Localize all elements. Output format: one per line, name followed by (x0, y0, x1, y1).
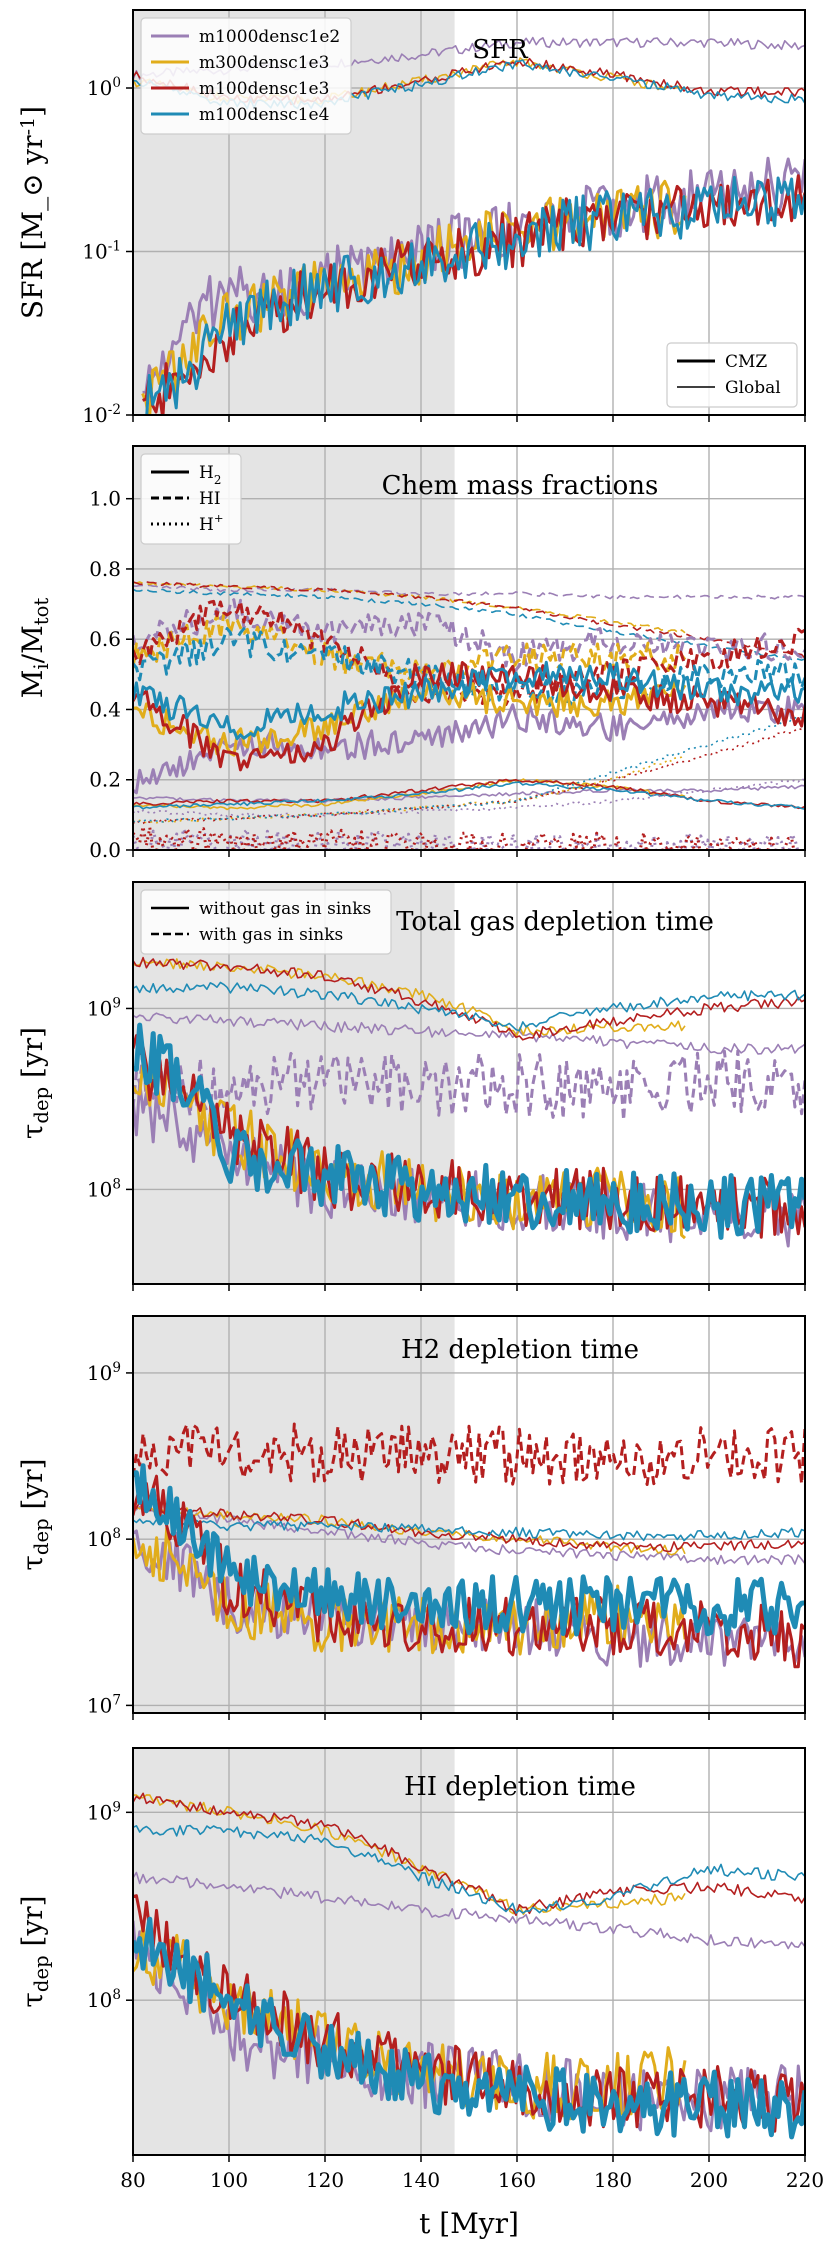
y-tick-label: 0.8 (89, 557, 121, 581)
series-m100densc1e3-Global (133, 1792, 805, 1916)
legend-label: CMZ (725, 352, 767, 372)
legend-label: m1000densc1e2 (199, 27, 340, 47)
y-tick-label: 0.0 (89, 838, 121, 862)
axes-frame (132, 881, 806, 1285)
legend-label: m100densc1e4 (199, 105, 329, 125)
series-m100densc1e4-Global-H2 (133, 781, 805, 810)
y-tick-label: 100​ (87, 75, 121, 100)
legend-label: Global (725, 378, 781, 398)
y-axis-label: τdep​ [yr] (16, 1895, 53, 2007)
panel-title: SFR (472, 35, 529, 65)
series-m1000densc1e2-Global-H2 (133, 784, 805, 804)
panel-tdep_h2: 107​ 108​ 109​ H2 depletion time τdep​ [yr] (16, 1315, 806, 1720)
y-tick-label: 10-2​ (82, 402, 121, 427)
y-tick-label: 0.2 (89, 768, 121, 792)
x-tick-label: 200 (690, 2168, 728, 2192)
axes-frame (132, 1315, 806, 1714)
series-m300densc1e3-CMZ-without-gas-in-sinks (133, 1526, 687, 1656)
panel-title: HI depletion time (404, 1772, 636, 1802)
series-m100densc1e4-CMZ-H2 (133, 660, 805, 741)
y-tick-label: 107​ (87, 1692, 121, 1717)
axes-frame (132, 1747, 806, 2156)
series-m100densc1e3-CMZ-with-gas-in-sinks (133, 1422, 805, 1486)
series-m1000densc1e2-CMZ-H2 (133, 695, 805, 795)
y-tick-label: 108​ (87, 1526, 121, 1551)
legend-label: m100densc1e3 (199, 79, 329, 99)
series-m1000densc1e2-Global-without-gas-in-sinks (133, 1012, 805, 1055)
x-tick-label: 220 (786, 2168, 824, 2192)
series-m100densc1e4-Global-HI (133, 588, 805, 661)
y-tick-label: 109​ (87, 1799, 121, 1824)
series-m1000densc1e2-Global-HI (133, 584, 805, 600)
y-axis-label: τdep​ [yr] (16, 1027, 53, 1139)
y-axis-label: τdep​ [yr] (16, 1458, 53, 1570)
panel-tdep_total: 108​ 109​ Total gas depletion time τdep​ [y… (16, 881, 806, 1291)
y-tick-label: 10-1​ (82, 239, 121, 264)
legend: H2​HIH+​ (140, 453, 242, 545)
panel-title: Total gas depletion time (396, 907, 714, 937)
panel-chem: 0.0 0.2 0.4 0.6 0.8 1.0 Chem mass fractions Mi​… (16, 445, 806, 862)
series-m1000densc1e2-CMZ-HI (133, 598, 805, 672)
series-m1000densc1e2-Global (133, 1505, 805, 1566)
series-m100densc1e4-Global (133, 1516, 805, 1542)
series-m100densc1e4-CMZ-without-gas-in-sinks (133, 1022, 805, 1240)
series-m300densc1e3-Global-HI (133, 581, 686, 634)
series-m100densc1e4-CMZ-HI (133, 627, 805, 708)
panel-tdep_hi: 108​ 109​ HI depletion time τdep​ [yr] 80 100… (16, 1747, 824, 2240)
series-m100densc1e4-CMZ (145, 175, 805, 415)
x-tick-label: 180 (594, 2168, 632, 2192)
x-tick-label: 120 (306, 2168, 344, 2192)
y-axis-label: Mi​/Mtot​ (16, 598, 53, 699)
legend-label: H+​ (199, 511, 224, 535)
x-tick-label: 80 (120, 2168, 145, 2192)
y-tick-label: 0.4 (89, 697, 121, 721)
series-m100densc1e3-Global-without-gas-in-sinks (133, 956, 805, 1041)
y-axis-label: SFR [M_⊙ yr-1​] (16, 106, 49, 319)
panel-sfr: 10-2​ 10-1​ 100​ SFR SFR [M_⊙ yr-1​] m1000den… (16, 9, 806, 427)
axes-frame (132, 9, 806, 416)
legend-label: H2​ (199, 463, 221, 487)
y-tick-label: 109​ (87, 1360, 121, 1385)
series-m100densc1e4-Global-without-gas-in-sinks (133, 981, 805, 1032)
panel-title: Chem mass fractions (382, 471, 659, 501)
series-m100densc1e4-CMZ (133, 1916, 805, 2140)
series-m300densc1e3-Global (133, 1794, 686, 1916)
panel-title: H2 depletion time (401, 1335, 639, 1365)
series-m1000densc1e2-CMZ-with-gas-in-sinks (133, 1048, 805, 1122)
legend: without gas in sinks with gas in sinks (140, 889, 392, 955)
legend-label: without gas in sinks (199, 899, 371, 919)
legend: m1000densc1e2 m300densc1e3 m100densc1e3 m10… (140, 17, 352, 135)
legend-label: with gas in sinks (199, 925, 343, 945)
x-axis-label: t [Myr] (419, 2207, 519, 2240)
series-m100densc1e4-Global (133, 1824, 805, 1914)
axes-frame (132, 445, 806, 851)
y-tick-label: 108​ (87, 1176, 121, 1201)
legend: CMZ Global (666, 342, 798, 408)
x-tick-label: 140 (402, 2168, 440, 2192)
y-tick-label: 1.0 (89, 487, 121, 511)
series-m1000densc1e2-CMZ (133, 1920, 805, 2133)
y-tick-label: 108​ (87, 1987, 121, 2012)
series-m100densc1e4-CMZ-without-gas-in-sinks (133, 1463, 805, 1637)
y-tick-label: 109​ (87, 995, 121, 1020)
x-tick-label: 160 (498, 2168, 536, 2192)
series-m100densc1e3-CMZ-without-gas-in-sinks (133, 1474, 805, 1669)
series-m1000densc1e2-Global (133, 1871, 805, 1950)
y-tick-label: 0.6 (89, 627, 121, 651)
series-m100densc1e3-CMZ (142, 174, 805, 415)
x-tick-label: 100 (210, 2168, 248, 2192)
series-m300densc1e3-CMZ-HI (133, 611, 687, 686)
legend-label: m300densc1e3 (199, 53, 329, 73)
legend-label: HI (199, 489, 221, 509)
series-m1000densc1e2-CMZ-H+ (133, 827, 804, 850)
series-m1000densc1e2-Global-H+ (133, 777, 805, 818)
